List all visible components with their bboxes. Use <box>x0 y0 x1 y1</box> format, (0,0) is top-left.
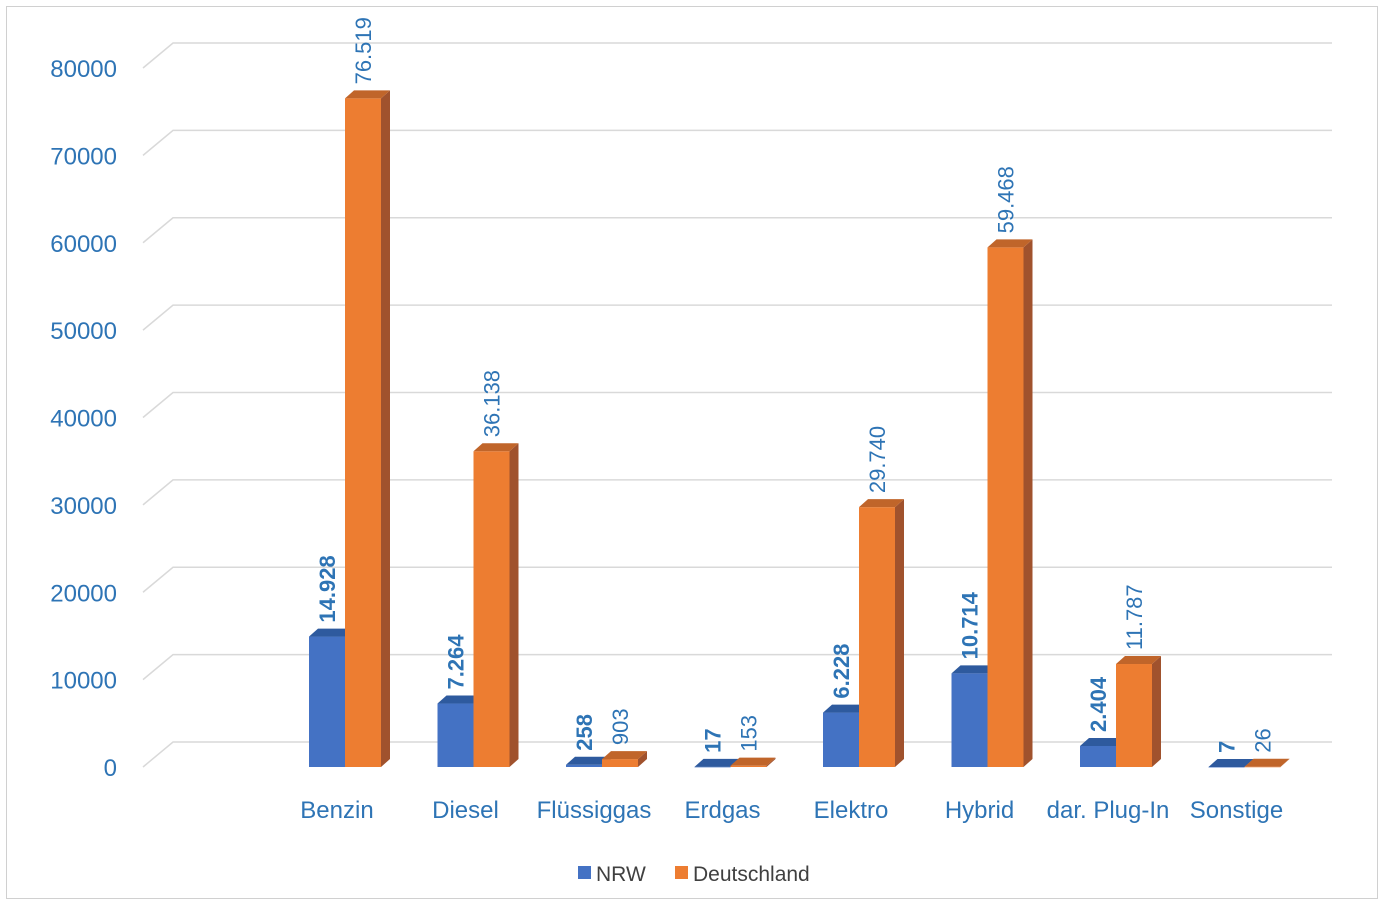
data-label-deutschland-3: 153 <box>737 715 762 752</box>
y-tick-label: 70000 <box>50 143 117 170</box>
y-tick-label: 80000 <box>50 56 117 83</box>
gridlines <box>142 42 1332 768</box>
y-tick-label: 60000 <box>50 231 117 258</box>
bar-deutschland-2 <box>602 751 647 767</box>
gridline <box>142 479 1332 506</box>
category-label: Erdgas <box>684 797 760 824</box>
data-label-nrw-6: 2.404 <box>1086 676 1111 732</box>
bar-deutschland-0 <box>345 90 390 768</box>
data-label-deutschland-7: 26 <box>1251 728 1276 752</box>
bar-deutschland-5 <box>987 239 1033 768</box>
y-tick-label: 30000 <box>50 493 117 520</box>
data-label-deutschland-1: 36.138 <box>480 370 505 437</box>
data-label-nrw-1: 7.264 <box>444 634 469 690</box>
bar-deutschland-6 <box>1116 656 1161 767</box>
y-tick-label: 0 <box>104 755 117 782</box>
gridline <box>142 217 1332 244</box>
legend-swatch-nrw <box>578 866 591 879</box>
legend-swatch-deutschland <box>675 866 688 879</box>
data-label-nrw-7: 7 <box>1215 741 1240 753</box>
category-label: Hybrid <box>945 797 1014 824</box>
y-axis-ticks: 0 10000 20000 30000 40000 50000 60000 70000 8000… <box>50 56 117 782</box>
y-tick-label: 20000 <box>50 580 117 607</box>
data-label-deutschland-0: 76.519 <box>351 17 376 84</box>
gridline <box>142 129 1332 156</box>
data-label-nrw-0: 14.928 <box>315 555 340 622</box>
data-label-nrw-3: 17 <box>701 728 726 752</box>
data-label-deutschland-5: 59.468 <box>994 166 1019 233</box>
legend: NRW Deutschland <box>578 863 810 886</box>
data-label-nrw-5: 10.714 <box>958 591 983 659</box>
bar-deutschland-4 <box>859 499 904 767</box>
data-labels: 14.928 76.519 7.264 36.138 258 903 17 153 6.228 2… <box>315 17 1276 753</box>
category-label: Flüssiggas <box>537 797 652 824</box>
gridline <box>142 653 1332 681</box>
bar-deutschland-3 <box>730 757 776 767</box>
bar-nrw-6 <box>1080 737 1125 767</box>
gridline <box>142 304 1332 331</box>
gridline <box>142 42 1332 69</box>
bar-deutschland-7 <box>1244 758 1290 768</box>
category-label: dar. Plug-In <box>1047 797 1170 824</box>
data-label-nrw-4: 6.228 <box>829 644 854 699</box>
legend-label-nrw: NRW <box>596 863 646 886</box>
category-label: Sonstige <box>1190 797 1283 824</box>
category-label: Diesel <box>432 797 499 824</box>
gridline <box>142 391 1332 419</box>
data-label-deutschland-4: 29.740 <box>865 426 890 493</box>
y-tick-label: 40000 <box>50 406 117 433</box>
data-label-deutschland-2: 903 <box>608 708 633 745</box>
legend-label-deutschland: Deutschland <box>693 863 810 886</box>
category-label: Benzin <box>300 797 373 824</box>
y-tick-label: 10000 <box>50 668 117 695</box>
gridline <box>142 741 1332 768</box>
bars <box>309 90 1290 768</box>
bar-deutschland-1 <box>473 443 519 767</box>
gridline <box>142 566 1332 593</box>
y-tick-label: 50000 <box>50 318 117 345</box>
x-axis-categories: Benzin Diesel Flüssiggas Erdgas Elektro Hybri… <box>300 797 1283 824</box>
data-label-deutschland-6: 11.787 <box>1122 584 1147 650</box>
data-label-nrw-2: 258 <box>572 714 597 751</box>
category-label: Elektro <box>814 797 889 824</box>
chart-frame <box>6 6 1378 899</box>
